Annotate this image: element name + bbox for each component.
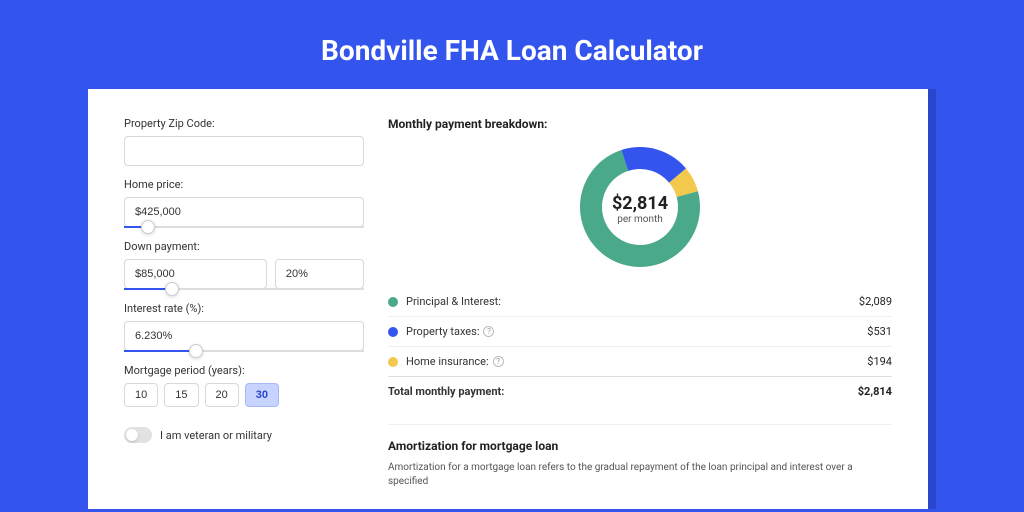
price-slider[interactable]	[124, 226, 364, 228]
price-slider-thumb[interactable]	[141, 220, 155, 234]
amort-text: Amortization for a mortgage loan refers …	[388, 461, 892, 489]
breakdown-panel: Monthly payment breakdown: $2,814 per mo…	[388, 117, 892, 481]
price-label: Home price:	[124, 178, 364, 191]
period-btn-15[interactable]: 15	[164, 383, 198, 407]
donut-wrap: $2,814 per month	[388, 141, 892, 287]
legend-row: Property taxes: ? $531	[388, 316, 892, 346]
page-title: Bondville FHA Loan Calculator	[0, 0, 1024, 89]
calculator-card: Property Zip Code: Home price: Down paym…	[88, 89, 928, 509]
down-slider[interactable]	[124, 288, 364, 290]
donut-center: $2,814 per month	[612, 193, 668, 225]
donut-sub: per month	[612, 214, 668, 225]
down-label: Down payment:	[124, 240, 364, 253]
price-input[interactable]	[124, 197, 364, 227]
period-btn-20[interactable]: 20	[205, 383, 239, 407]
legend-value: $194	[867, 355, 892, 368]
total-label: Total monthly payment:	[388, 385, 858, 398]
veteran-row: I am veteran or military	[124, 427, 364, 443]
info-icon[interactable]: ?	[483, 326, 494, 337]
donut-chart: $2,814 per month	[580, 147, 700, 271]
down-amount-input[interactable]	[124, 259, 267, 289]
down-pct-input[interactable]	[275, 259, 364, 289]
period-row: 1015 2030	[124, 383, 364, 407]
amort-title: Amortization for mortgage loan	[388, 439, 892, 453]
veteran-toggle[interactable]	[124, 427, 152, 443]
legend-label: Home insurance: ?	[406, 355, 867, 368]
rate-slider-thumb[interactable]	[189, 344, 203, 358]
legend-label: Principal & Interest:	[406, 295, 859, 308]
legend-dot-icon	[388, 357, 398, 367]
zip-label: Property Zip Code:	[124, 117, 364, 130]
period-btn-30[interactable]: 30	[245, 383, 279, 407]
legend-row: Principal & Interest: $2,089	[388, 287, 892, 316]
legend-row: Home insurance: ? $194	[388, 346, 892, 376]
rate-label: Interest rate (%):	[124, 302, 364, 315]
legend-value: $531	[867, 325, 892, 338]
veteran-toggle-knob	[126, 429, 138, 441]
zip-input[interactable]	[124, 136, 364, 166]
period-btn-10[interactable]: 10	[124, 383, 158, 407]
legend-value: $2,089	[859, 295, 892, 308]
breakdown-title: Monthly payment breakdown:	[388, 117, 892, 131]
card-shadow: Property Zip Code: Home price: Down paym…	[88, 89, 936, 509]
rate-slider[interactable]	[124, 350, 364, 352]
legend-dot-icon	[388, 297, 398, 307]
info-icon[interactable]: ?	[493, 356, 504, 367]
total-value: $2,814	[858, 385, 892, 398]
amort-section: Amortization for mortgage loan Amortizat…	[388, 424, 892, 489]
total-row: Total monthly payment: $2,814	[388, 376, 892, 406]
down-slider-thumb[interactable]	[165, 282, 179, 296]
legend-label: Property taxes: ?	[406, 325, 867, 338]
form-panel: Property Zip Code: Home price: Down paym…	[124, 117, 364, 481]
legend-dot-icon	[388, 327, 398, 337]
period-label: Mortgage period (years):	[124, 364, 364, 377]
donut-amount: $2,814	[612, 193, 668, 214]
veteran-label: I am veteran or military	[160, 429, 272, 442]
rate-slider-fill	[124, 350, 196, 352]
rate-input[interactable]	[124, 321, 364, 351]
